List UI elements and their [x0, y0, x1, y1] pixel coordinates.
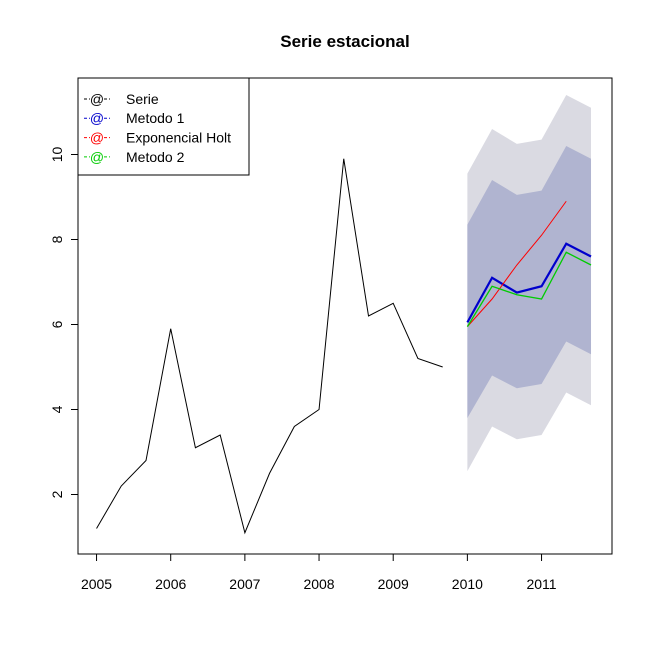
y-tick-label-10: 10	[49, 147, 65, 163]
legend-symbol-exponencial-holt: @	[90, 130, 104, 146]
legend-label-serie: Serie	[126, 91, 159, 107]
legend-symbol-metodo-1: @	[90, 110, 104, 126]
legend-symbol-metodo-2: @	[90, 149, 104, 165]
legend-label-metodo-1: Metodo 1	[126, 110, 185, 126]
x-tick-label-2011: 2011	[526, 576, 556, 592]
y-tick-label-8: 8	[49, 235, 65, 243]
legend-box	[77, 77, 250, 176]
y-tick-label-6: 6	[49, 320, 65, 328]
y-tick-label-4: 4	[49, 405, 65, 413]
x-axis: 2005 2006 2007 2008 2009 2010 2011	[81, 553, 557, 592]
x-tick-label-2007: 2007	[229, 576, 260, 592]
series-line-serie	[96, 158, 443, 535]
forecast-bands	[467, 95, 592, 472]
chart-title: Serie estacional	[280, 32, 409, 51]
x-tick-label-2008: 2008	[303, 576, 334, 592]
legend: @ Serie @ Metodo 1 @ Exponencial Holt @ Metodo …	[77, 77, 250, 176]
series-lines	[96, 158, 592, 535]
x-tick-label-2005: 2005	[81, 576, 112, 592]
x-tick-label-2009: 2009	[378, 576, 409, 592]
series-line-exponencial-holt	[467, 200, 567, 327]
legend-label-exponencial-holt: Exponencial Holt	[126, 130, 231, 146]
x-tick-label-2010: 2010	[452, 576, 483, 592]
series-line-metodo-1	[466, 242, 592, 323]
y-tick-label-2: 2	[49, 490, 65, 498]
x-tick-label-2006: 2006	[155, 576, 186, 592]
legend-label-metodo-2: Metodo 2	[126, 149, 185, 165]
series-line-metodo-2	[466, 251, 592, 327]
inner-interval-band	[467, 146, 592, 418]
y-axis: 2 4 6 8 10	[49, 147, 79, 498]
legend-symbol-serie: @	[90, 91, 104, 107]
